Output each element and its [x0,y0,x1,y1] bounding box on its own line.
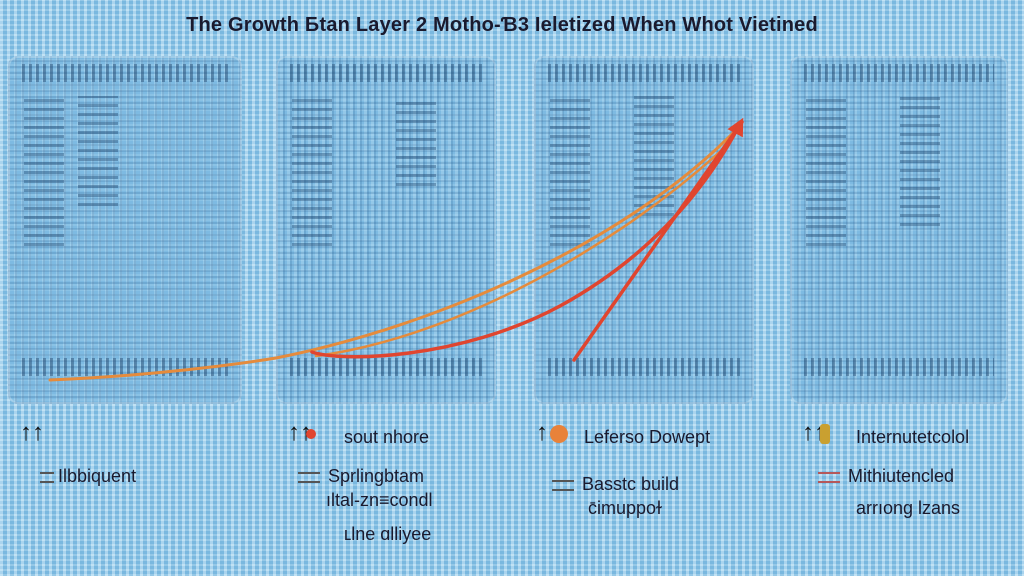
dot-column [634,96,674,216]
dot-column [78,96,118,206]
dot-column [24,96,64,246]
dash-marker-icon [40,471,54,483]
dot-column [292,96,332,246]
panel-2-sub-line: ıltal-zn≡condl [326,490,433,510]
panel-3 [534,56,754,404]
panel-header-band [804,64,994,82]
double-up-arrow-icon: ↑↑ [20,419,44,446]
panel-header-band [290,64,482,82]
dot-column [550,96,590,246]
panel-header-band [548,64,740,82]
panel-4 [790,56,1008,404]
panel-2-sub-line: Sprlingbtam [298,464,424,488]
double-up-arrow-gold-icon: ↑↑ [802,421,830,445]
dash-marker-icon [298,471,320,483]
panel-footer-band [22,358,228,376]
panel-3-sub-line: Basstc build [552,472,679,496]
panel-2 [276,56,496,404]
page-title: The Growth Ƃtan Layer 2 Motho-Ɓ3 Ieletiz… [186,14,818,36]
panel-4-sub-line: Mithiutencled [818,464,954,488]
dot-column [806,96,846,246]
dash-marker-icon [552,479,574,491]
dot-column [900,96,940,226]
double-up-arrow-red-icon: ↑↑ [288,421,316,445]
panel-footer-band [548,358,740,376]
panel-3-sub-line: c̄imuppoɫ [588,498,662,518]
panel-4-sub-line: arrıong lzans [856,498,961,518]
dot-column [396,96,436,186]
panel-footer-band [804,358,994,376]
panel-2-sub-line: ʟlne ɑlliyee [344,524,432,544]
double-up-arrow-orange-dot-icon: ↑↑ [536,421,568,445]
dash-marker-icon [818,471,840,483]
panel-2-legend-label: sout nhore [344,427,430,447]
panel-footer-band [290,358,482,376]
panel-header-band [22,64,228,82]
panel-1 [8,56,242,404]
panel-4-legend-label: Internutetcolol [856,427,970,447]
panel-1-sub-line: Ilbbiquent [40,464,136,488]
panel-3-legend-label: Leferso Dowept [584,427,711,447]
